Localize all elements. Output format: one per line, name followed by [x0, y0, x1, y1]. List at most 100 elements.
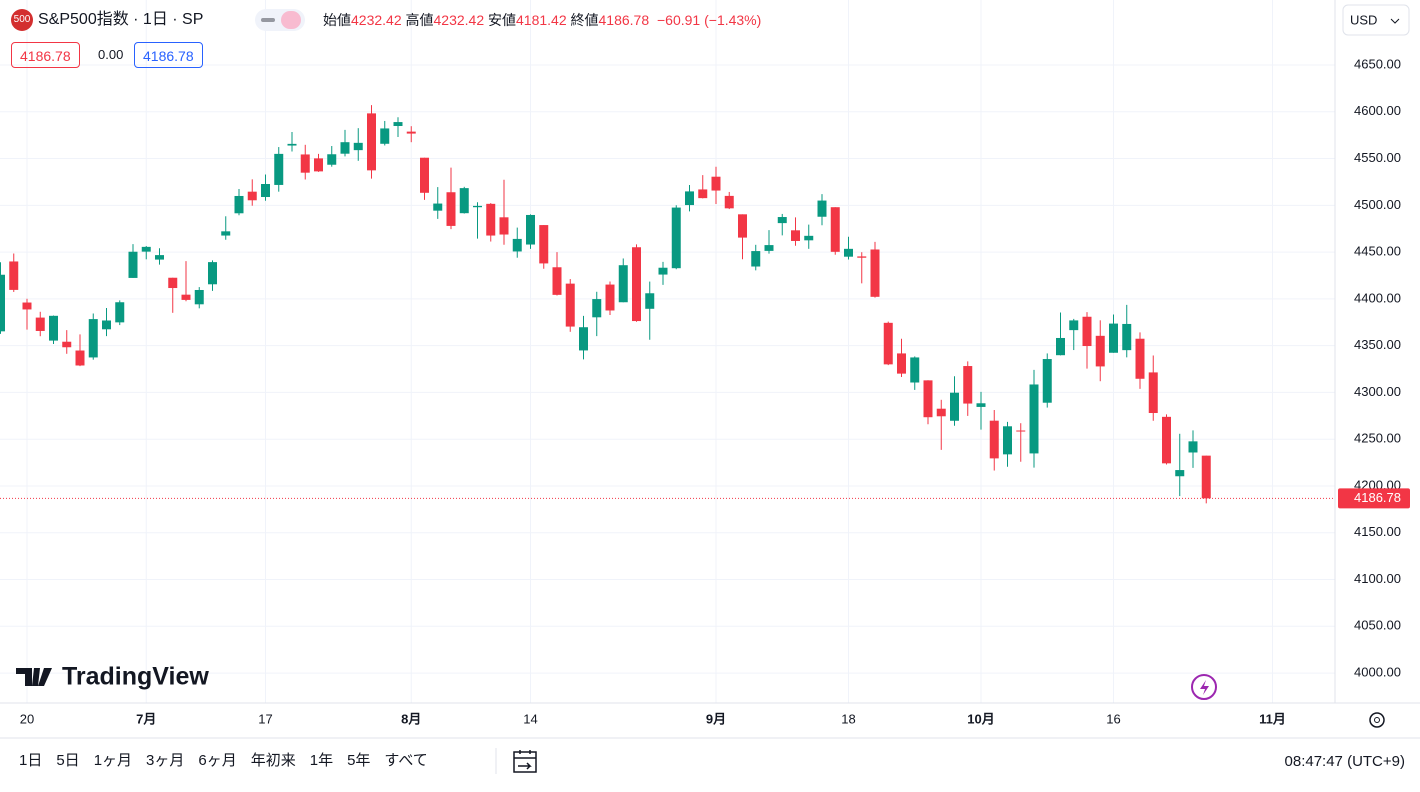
- high-label: 高値: [405, 12, 434, 28]
- ask-box[interactable]: 4186.78: [134, 42, 203, 68]
- x-tick-label: 8月: [401, 711, 421, 726]
- candle-body: [380, 128, 390, 144]
- x-tick-label: 17: [258, 711, 272, 726]
- candle-body: [1175, 470, 1185, 477]
- candle-body: [645, 293, 655, 309]
- candle-body: [1003, 426, 1012, 455]
- x-tick-label: 7月: [136, 711, 156, 726]
- candle-body: [526, 214, 535, 245]
- y-tick-label: 4000.00: [1354, 665, 1401, 680]
- candle-body: [300, 154, 310, 173]
- candle-body: [287, 143, 297, 146]
- candle-body: [1162, 416, 1171, 464]
- low-label: 安値: [488, 12, 516, 28]
- y-tick-label: 4350.00: [1354, 337, 1401, 352]
- candle-body: [950, 392, 959, 421]
- high-value: 4232.42: [433, 12, 485, 28]
- candle-body: [459, 188, 469, 214]
- x-tick-label: 14: [523, 711, 537, 726]
- symbol-title[interactable]: S&P500指数 · 1日 · SP: [38, 11, 204, 28]
- lightning-bolt: [1200, 680, 1209, 695]
- candle-body: [963, 366, 973, 404]
- bid-box[interactable]: 4186.78: [11, 42, 80, 68]
- candle-body: [340, 142, 350, 154]
- logo: TradingView: [16, 663, 209, 691]
- candle-body: [632, 247, 641, 322]
- range-button[interactable]: 1年: [309, 752, 334, 769]
- currency-caret: [1390, 18, 1400, 24]
- spread: 0.00: [98, 47, 124, 62]
- axes: 4000.004050.004100.004150.004200.004250.…: [20, 56, 1410, 726]
- candle-body: [221, 231, 231, 236]
- settings-icon-center: [1374, 717, 1380, 723]
- status-delay: [281, 11, 301, 29]
- candle-body: [1148, 372, 1158, 414]
- candle-body: [1122, 323, 1132, 351]
- candle-body: [261, 184, 270, 198]
- candle-body: [592, 299, 602, 318]
- y-tick-label: 4150.00: [1354, 524, 1401, 539]
- symbol-badge: 500: [11, 9, 33, 31]
- range-button[interactable]: 1ヶ月: [93, 752, 133, 769]
- candle-body: [512, 238, 522, 252]
- candle-body: [168, 277, 178, 289]
- candle-body: [658, 267, 668, 275]
- range-button[interactable]: 年初来: [250, 752, 296, 769]
- candle-body: [22, 302, 32, 310]
- close-label: 終値: [570, 12, 599, 28]
- range-button[interactable]: 1日: [19, 752, 43, 769]
- x-tick-label: 10月: [967, 711, 994, 726]
- candle-body: [49, 315, 58, 341]
- candle-body: [35, 317, 45, 331]
- candle-body: [844, 248, 853, 257]
- candle-body: [473, 205, 482, 208]
- candle-body: [433, 203, 443, 211]
- y-tick-label: 4300.00: [1354, 384, 1401, 399]
- candle-body: [141, 246, 151, 252]
- x-tick-label: 11月: [1259, 711, 1286, 726]
- range-button[interactable]: 6ヶ月: [198, 752, 237, 769]
- x-tick-label: 18: [841, 711, 855, 726]
- range-button[interactable]: すべて: [384, 752, 428, 769]
- candle-body: [738, 214, 747, 238]
- date-range-icon[interactable]: [513, 750, 537, 773]
- candle-body: [102, 320, 111, 330]
- candle-body: [698, 189, 708, 199]
- last-price-label: 4186.78: [1354, 490, 1401, 505]
- candle-body: [367, 113, 376, 171]
- candle-body: [552, 267, 562, 295]
- range-button[interactable]: 5日: [56, 752, 80, 769]
- candle-body: [0, 274, 5, 332]
- candle-body: [724, 195, 734, 209]
- range-button[interactable]: 5年: [347, 752, 371, 769]
- candle-body: [314, 158, 323, 172]
- candle-body: [817, 200, 827, 217]
- change: −60.91 (−1.43%): [657, 12, 762, 28]
- candle-body: [910, 357, 920, 383]
- last-price-tag: [1338, 488, 1410, 509]
- candle-body: [208, 262, 217, 285]
- candle-body: [976, 403, 986, 407]
- candle-body: [75, 350, 85, 366]
- candle-body: [1082, 316, 1092, 347]
- candle-body: [446, 192, 456, 226]
- range-toolbar: 1日 5日 1ヶ月 3ヶ月 6ヶ月 年初来 1年 5年 すべて: [19, 750, 442, 772]
- currency-button[interactable]: [1342, 4, 1410, 36]
- range-button[interactable]: 3ヶ月: [146, 752, 185, 769]
- low-value: 4181.42: [516, 12, 567, 28]
- currency: USD: [1350, 12, 1377, 27]
- candle-body: [883, 322, 893, 365]
- candle-body: [804, 235, 814, 241]
- ohlc: 始値4232.42 高値4232.42 安値4181.42 終値4186.78 …: [323, 9, 761, 31]
- candle-body: [989, 420, 999, 459]
- settings-icon[interactable]: [1369, 712, 1385, 728]
- candle-body: [1056, 337, 1065, 356]
- lightning-icon[interactable]: [1191, 674, 1217, 700]
- candle-body: [234, 195, 244, 214]
- candle-body: [605, 284, 615, 311]
- plot: [0, 105, 1335, 504]
- candle-body: [791, 230, 800, 241]
- candle-body: [353, 142, 363, 151]
